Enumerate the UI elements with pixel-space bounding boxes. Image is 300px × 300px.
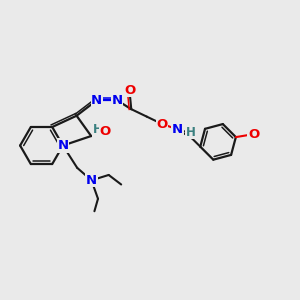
Text: H: H [93, 123, 103, 136]
Text: O: O [157, 118, 168, 130]
Text: O: O [124, 84, 135, 97]
Text: N: N [111, 94, 123, 107]
Text: N: N [86, 174, 97, 187]
Text: N: N [91, 94, 102, 107]
Text: N: N [172, 123, 183, 136]
Text: O: O [248, 128, 259, 141]
Text: O: O [100, 125, 111, 138]
Text: H: H [185, 126, 195, 139]
Text: N: N [57, 139, 68, 152]
